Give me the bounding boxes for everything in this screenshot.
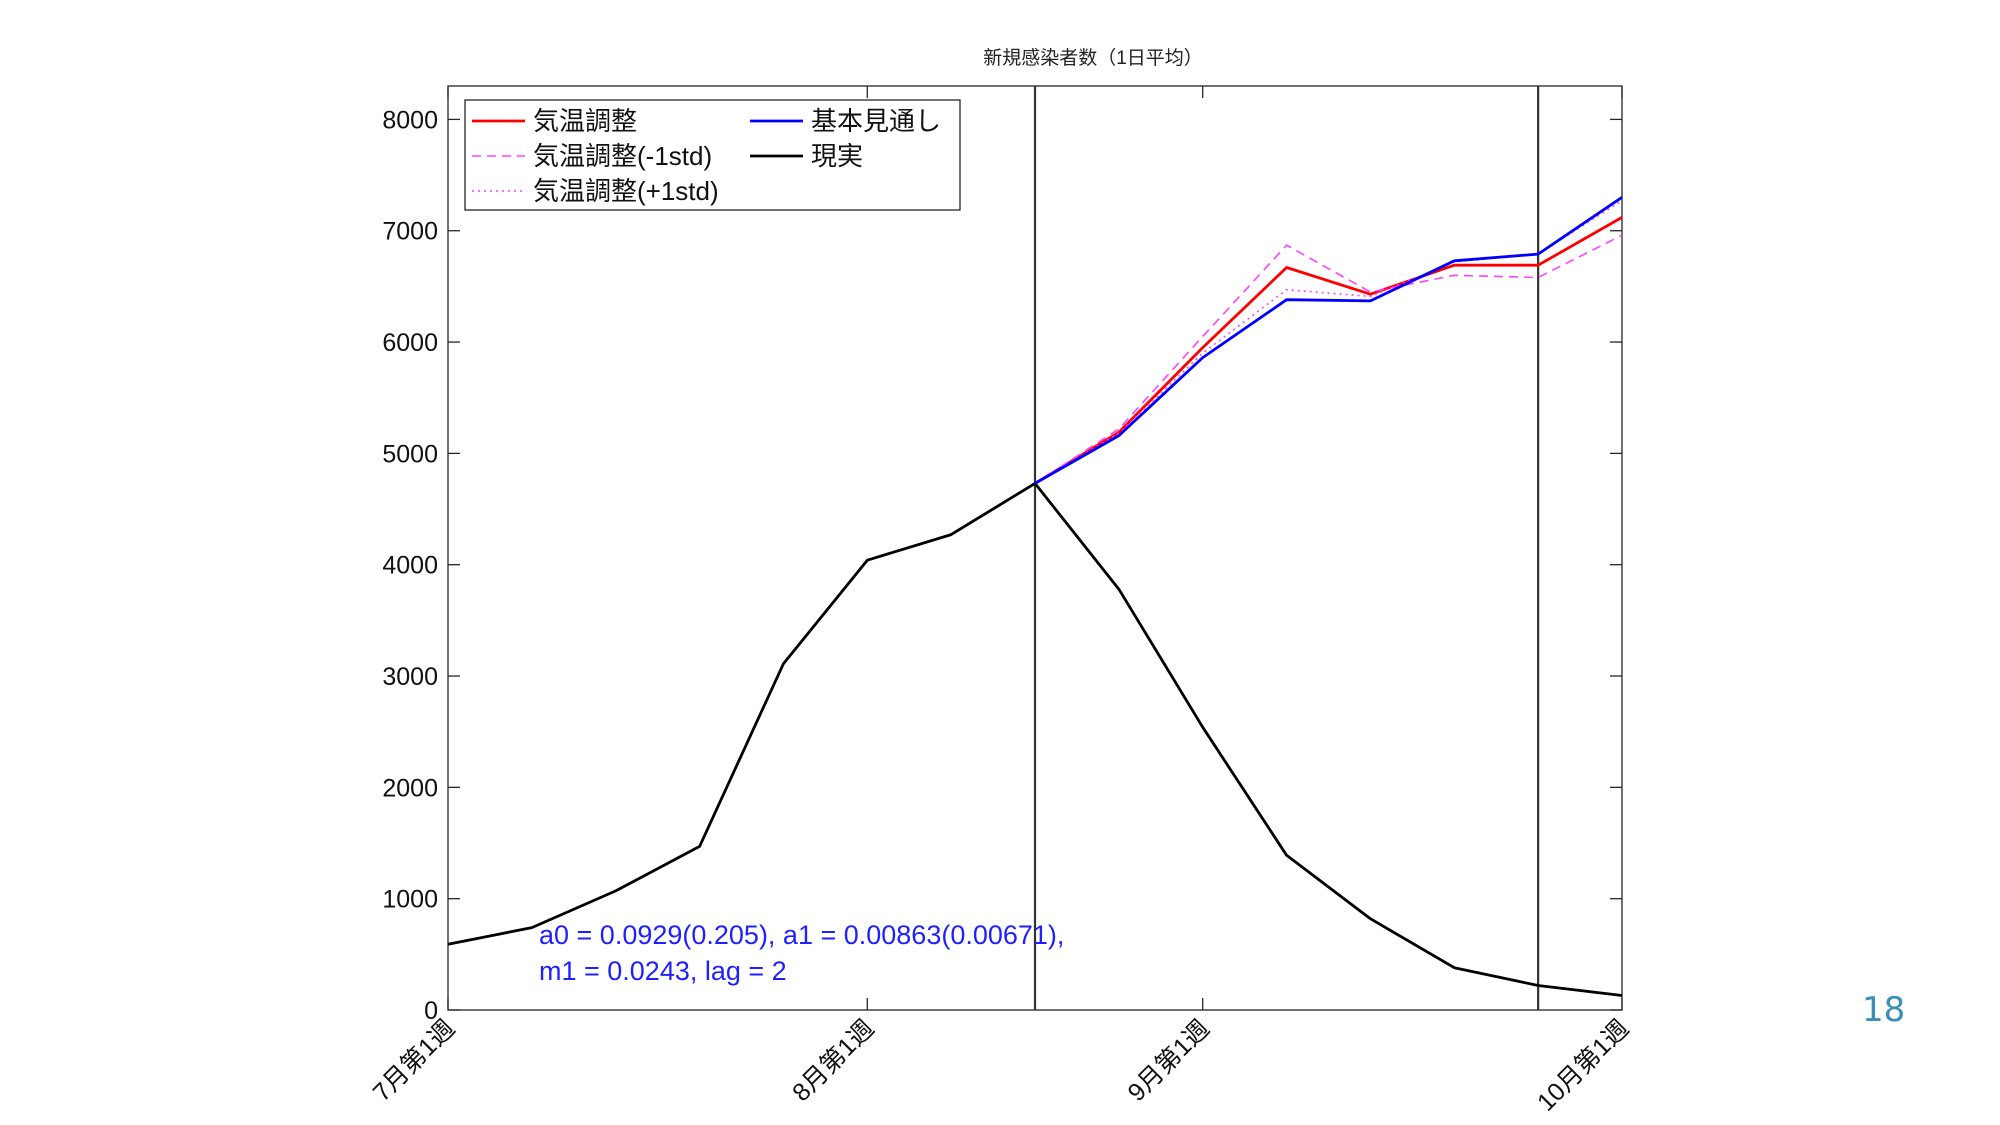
legend-label: 現実 bbox=[811, 141, 863, 171]
series-line bbox=[1034, 216, 1623, 485]
y-tick-label: 7000 bbox=[382, 218, 438, 246]
series-line bbox=[1034, 196, 1623, 485]
legend-label: 基本見通し bbox=[811, 106, 941, 136]
y-tick-label: 2000 bbox=[382, 774, 438, 802]
y-tick-label: 0 bbox=[424, 997, 438, 1025]
y-tick-label: 5000 bbox=[382, 440, 438, 468]
x-tick-label: 8月第1週 bbox=[787, 1014, 879, 1106]
y-tick-label: 6000 bbox=[382, 329, 438, 357]
page-number: 18 bbox=[1862, 990, 1906, 1030]
legend-label: 気温調整 bbox=[533, 106, 637, 136]
y-tick-label: 3000 bbox=[382, 663, 438, 691]
legend-box bbox=[464, 99, 961, 211]
x-tick-label: 9月第1週 bbox=[1122, 1014, 1214, 1106]
series-line bbox=[1034, 234, 1623, 485]
annotation-line-1: a0 = 0.0929(0.205), a1 = 0.00863(0.00671… bbox=[539, 920, 1064, 950]
x-tick-label: 10月第1週 bbox=[1532, 1014, 1634, 1116]
y-tick-label: 1000 bbox=[382, 886, 438, 914]
x-tick-label: 7月第1週 bbox=[368, 1014, 460, 1106]
series-line bbox=[1034, 200, 1623, 485]
annotation-line-2: m1 = 0.0243, lag = 2 bbox=[539, 956, 787, 986]
legend-label: 気温調整(+1std) bbox=[533, 176, 719, 206]
plot-area: 0 1000 2000 3000 4000 5000 6000 7000 8000 7月第1週 8月… bbox=[368, 85, 1634, 1117]
legend-label: 気温調整(-1std) bbox=[533, 141, 712, 171]
y-tick-label: 8000 bbox=[382, 106, 438, 134]
chart-title: 新規感染者数（1日平均） bbox=[983, 47, 1203, 69]
y-tick-label: 4000 bbox=[382, 552, 438, 580]
